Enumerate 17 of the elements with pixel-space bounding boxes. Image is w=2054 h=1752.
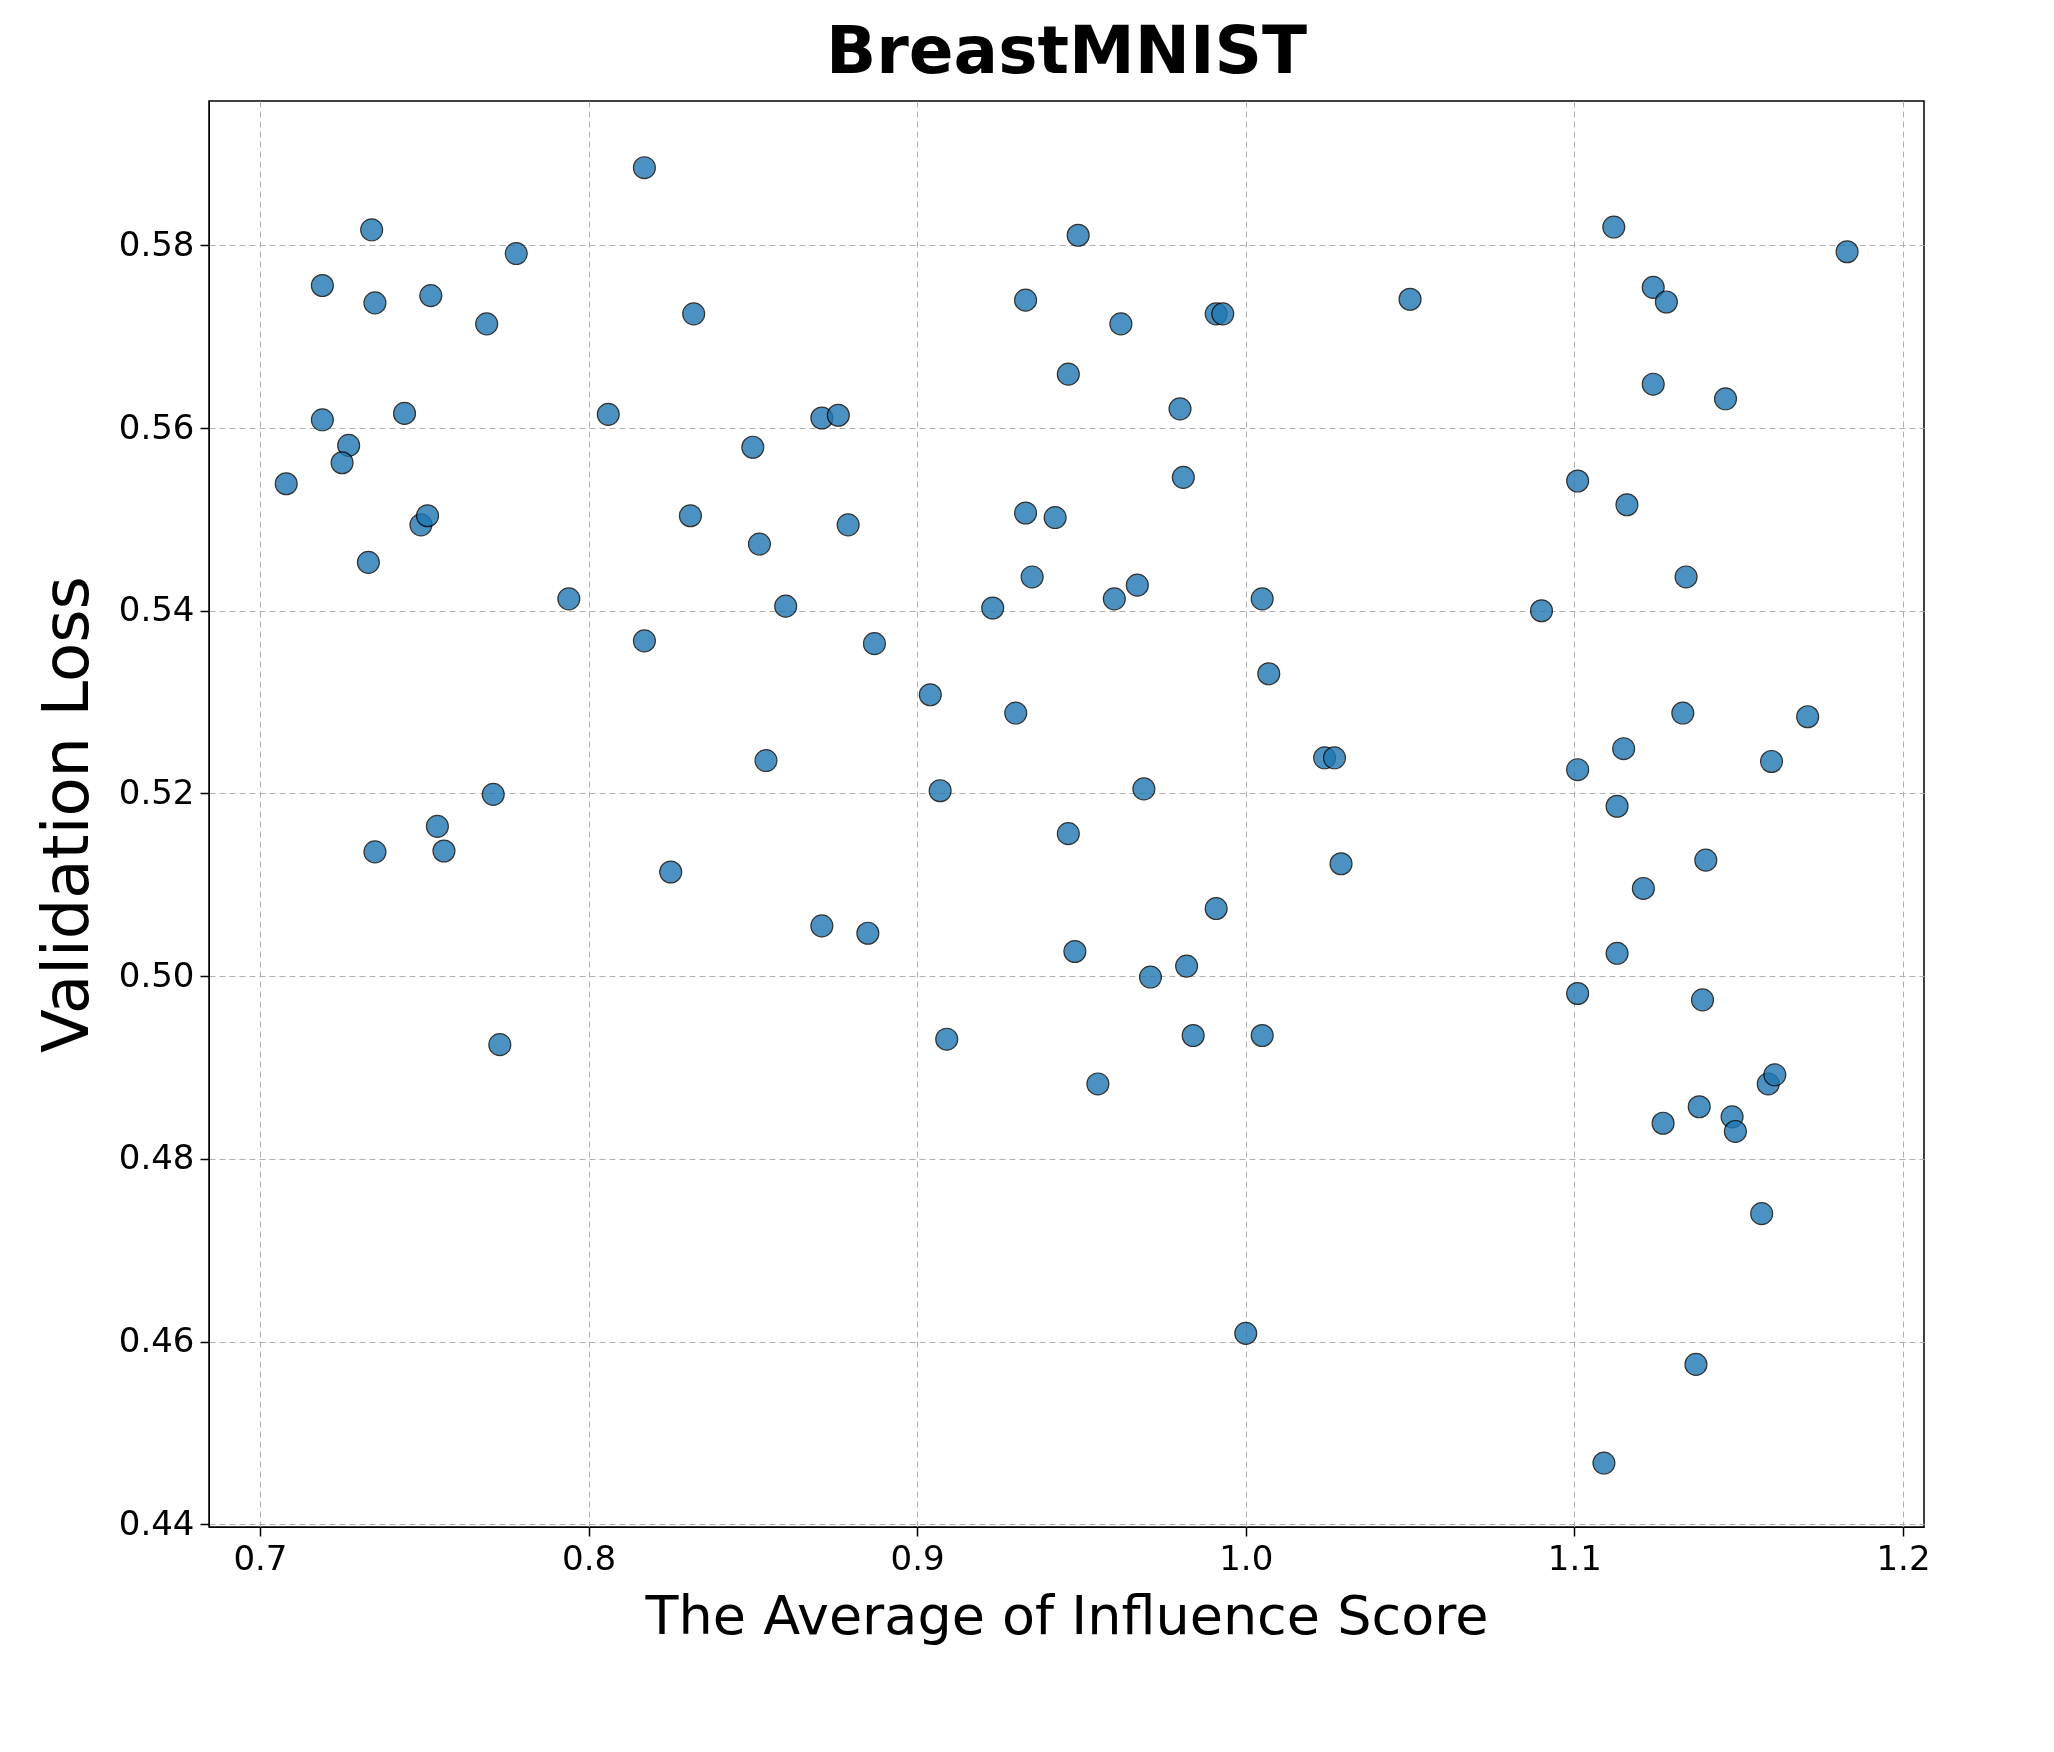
x-tick-label: 1.2	[1876, 1537, 1931, 1578]
x-tick-label: 1.1	[1547, 1537, 1602, 1578]
y-tick-label: 0.46	[118, 1320, 195, 1361]
x-tick-label: 1.0	[1219, 1537, 1274, 1578]
chart-title: BreastMNIST	[825, 12, 1308, 89]
y-tick-label: 0.50	[118, 954, 195, 995]
x-tick-label: 0.9	[890, 1537, 945, 1578]
y-tick-label: 0.48	[118, 1137, 195, 1178]
y-tick-label: 0.56	[118, 406, 195, 447]
x-tick-label: 0.7	[233, 1537, 288, 1578]
y-tick-label: 0.52	[118, 771, 195, 812]
y-tick-label: 0.58	[118, 223, 195, 264]
y-tick-label: 0.54	[118, 589, 195, 630]
x-tick-label: 0.8	[562, 1537, 617, 1578]
y-axis-title: Validation Loss	[28, 576, 103, 1053]
x-axis-title: The Average of Influence Score	[644, 1583, 1489, 1647]
y-tick-label: 0.44	[118, 1502, 195, 1543]
